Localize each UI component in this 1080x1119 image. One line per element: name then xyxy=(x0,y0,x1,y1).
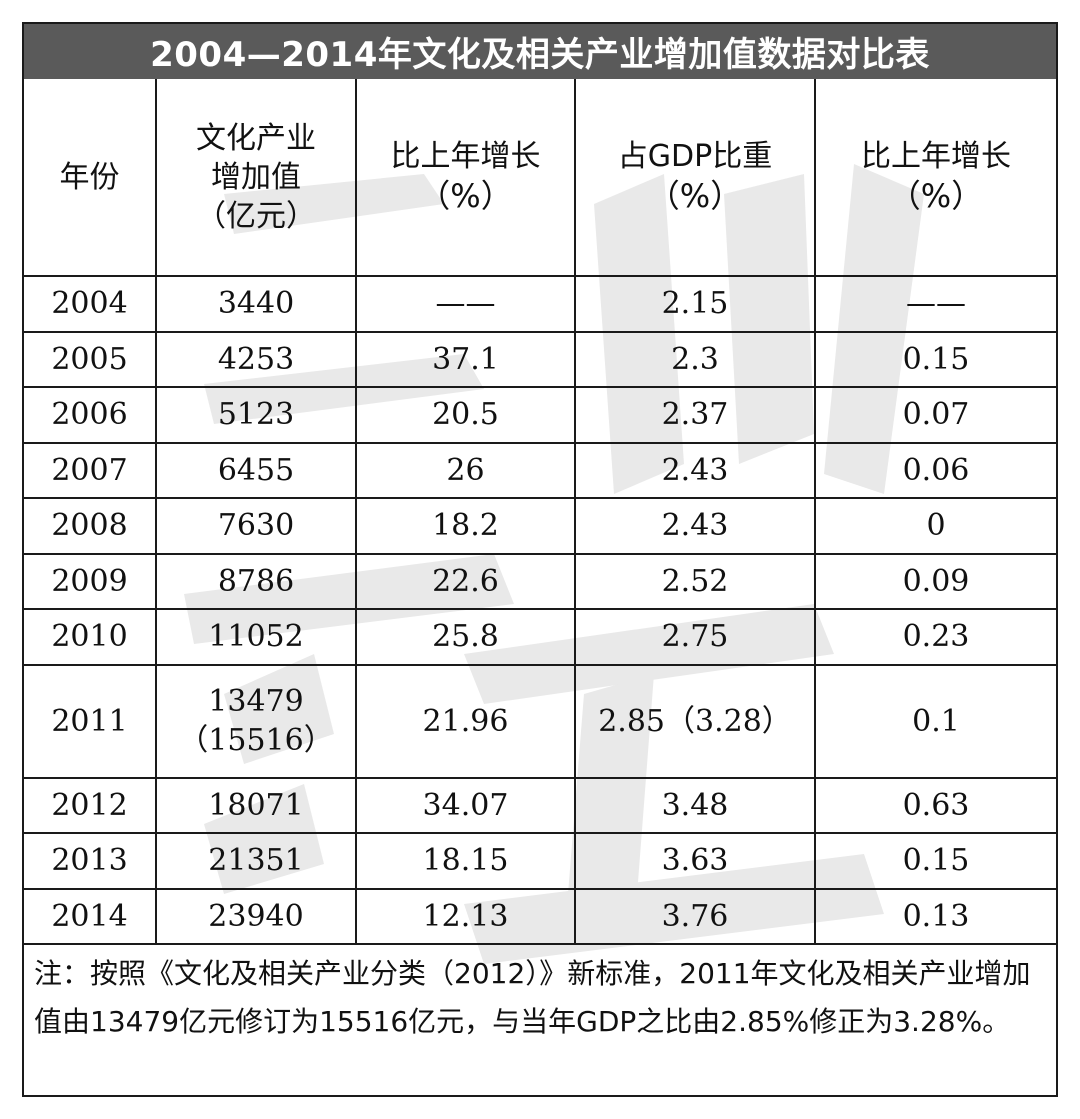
cell-growth: 26 xyxy=(355,441,576,499)
cell-year: 2007 xyxy=(24,441,157,499)
cell-share-change: 0.09 xyxy=(814,552,1056,610)
cell-gdp-share: 3.76 xyxy=(574,887,816,945)
header-year: 年份 xyxy=(24,79,157,277)
table-row: 2005 4253 37.1 2.3 0.15 xyxy=(24,330,1056,388)
cell-value: 21351 xyxy=(155,832,357,890)
table-row: 2012 18071 34.07 3.48 0.63 xyxy=(24,776,1056,834)
cell-year: 2012 xyxy=(24,776,157,834)
cell-growth: 12.13 xyxy=(355,887,576,945)
cell-value: 8786 xyxy=(155,552,357,610)
table-row: 2014 23940 12.13 3.76 0.13 xyxy=(24,887,1056,945)
cell-value: 11052 xyxy=(155,608,357,666)
cell-share-change: 0.15 xyxy=(814,330,1056,388)
cell-gdp-share: 2.52 xyxy=(574,552,816,610)
cell-growth: —— xyxy=(355,275,576,333)
cell-share-change: 0.13 xyxy=(814,887,1056,945)
table-row: 2008 7630 18.2 2.43 0 xyxy=(24,497,1056,555)
cell-value-original: 13479 xyxy=(208,684,304,719)
cell-share-change: 0.23 xyxy=(814,608,1056,666)
cell-year: 2005 xyxy=(24,330,157,388)
cell-year: 2004 xyxy=(24,275,157,333)
cell-year: 2006 xyxy=(24,386,157,444)
cell-value: 13479 （15516） xyxy=(155,663,357,779)
table-row: 2013 21351 18.15 3.63 0.15 xyxy=(24,832,1056,890)
table-title: 2004—2014年文化及相关产业增加值数据对比表 xyxy=(24,24,1056,79)
header-gdp-share: 占GDP比重 （%） xyxy=(574,79,816,277)
cell-gdp-share: 2.75 xyxy=(574,608,816,666)
cell-growth: 20.5 xyxy=(355,386,576,444)
header-growth: 比上年增长 （%） xyxy=(355,79,576,277)
cell-growth: 22.6 xyxy=(355,552,576,610)
cell-gdp-share: 2.43 xyxy=(574,497,816,555)
cell-year: 2008 xyxy=(24,497,157,555)
cell-growth: 34.07 xyxy=(355,776,576,834)
cell-value: 6455 xyxy=(155,441,357,499)
cell-growth: 21.96 xyxy=(355,663,576,779)
cell-share-change: 0.15 xyxy=(814,832,1056,890)
table-row: 2006 5123 20.5 2.37 0.07 xyxy=(24,386,1056,444)
cell-gdp-share: 2.15 xyxy=(574,275,816,333)
cell-year: 2010 xyxy=(24,608,157,666)
cell-gdp-share: 3.48 xyxy=(574,776,816,834)
cell-growth: 18.2 xyxy=(355,497,576,555)
cell-year: 2014 xyxy=(24,887,157,945)
cell-value: 7630 xyxy=(155,497,357,555)
table-row: 2007 6455 26 2.43 0.06 xyxy=(24,441,1056,499)
table-frame: 2004—2014年文化及相关产业增加值数据对比表 年份 xyxy=(22,22,1058,1097)
header-row: 年份 文化产业 增加值 （亿元） 比上年增长 （%） 占GDP比重 （%） 比上… xyxy=(24,79,1056,277)
cell-year: 2013 xyxy=(24,832,157,890)
footnote: 注：按照《文化及相关产业分类（2012）》新标准，2011年文化及相关产业增加值… xyxy=(34,957,1031,1038)
cell-value: 3440 xyxy=(155,275,357,333)
cell-value: 18071 xyxy=(155,776,357,834)
table-row: 2011 13479 （15516） 21.96 2.85（3.28） 0.1 xyxy=(24,663,1056,779)
cell-gdp-share: 2.43 xyxy=(574,441,816,499)
cell-growth: 18.15 xyxy=(355,832,576,890)
cell-share-change: 0.07 xyxy=(814,386,1056,444)
cell-value: 4253 xyxy=(155,330,357,388)
table-row: 2004 3440 —— 2.15 —— xyxy=(24,275,1056,333)
cell-share-change: 0.06 xyxy=(814,441,1056,499)
cell-share-change: —— xyxy=(814,275,1056,333)
cell-growth: 37.1 xyxy=(355,330,576,388)
cell-share-change: 0.1 xyxy=(814,663,1056,779)
cell-year: 2009 xyxy=(24,552,157,610)
cell-value: 23940 xyxy=(155,887,357,945)
cell-gdp-share: 3.63 xyxy=(574,832,816,890)
cell-share-change: 0.63 xyxy=(814,776,1056,834)
header-share-change: 比上年增长 （%） xyxy=(814,79,1056,277)
table-row: 2009 8786 22.6 2.52 0.09 xyxy=(24,552,1056,610)
cell-gdp-share: 2.37 xyxy=(574,386,816,444)
cell-value: 5123 xyxy=(155,386,357,444)
data-table: 年份 文化产业 增加值 （亿元） 比上年增长 （%） 占GDP比重 （%） 比上… xyxy=(24,79,1056,945)
cell-year: 2011 xyxy=(24,663,157,779)
header-value: 文化产业 增加值 （亿元） xyxy=(155,79,357,277)
cell-share-change: 0 xyxy=(814,497,1056,555)
cell-value-revised: （15516） xyxy=(178,723,334,758)
cell-gdp-share: 2.3 xyxy=(574,330,816,388)
cell-gdp-share: 2.85（3.28） xyxy=(574,663,816,779)
cell-growth: 25.8 xyxy=(355,608,576,666)
table-row: 2010 11052 25.8 2.75 0.23 xyxy=(24,608,1056,666)
